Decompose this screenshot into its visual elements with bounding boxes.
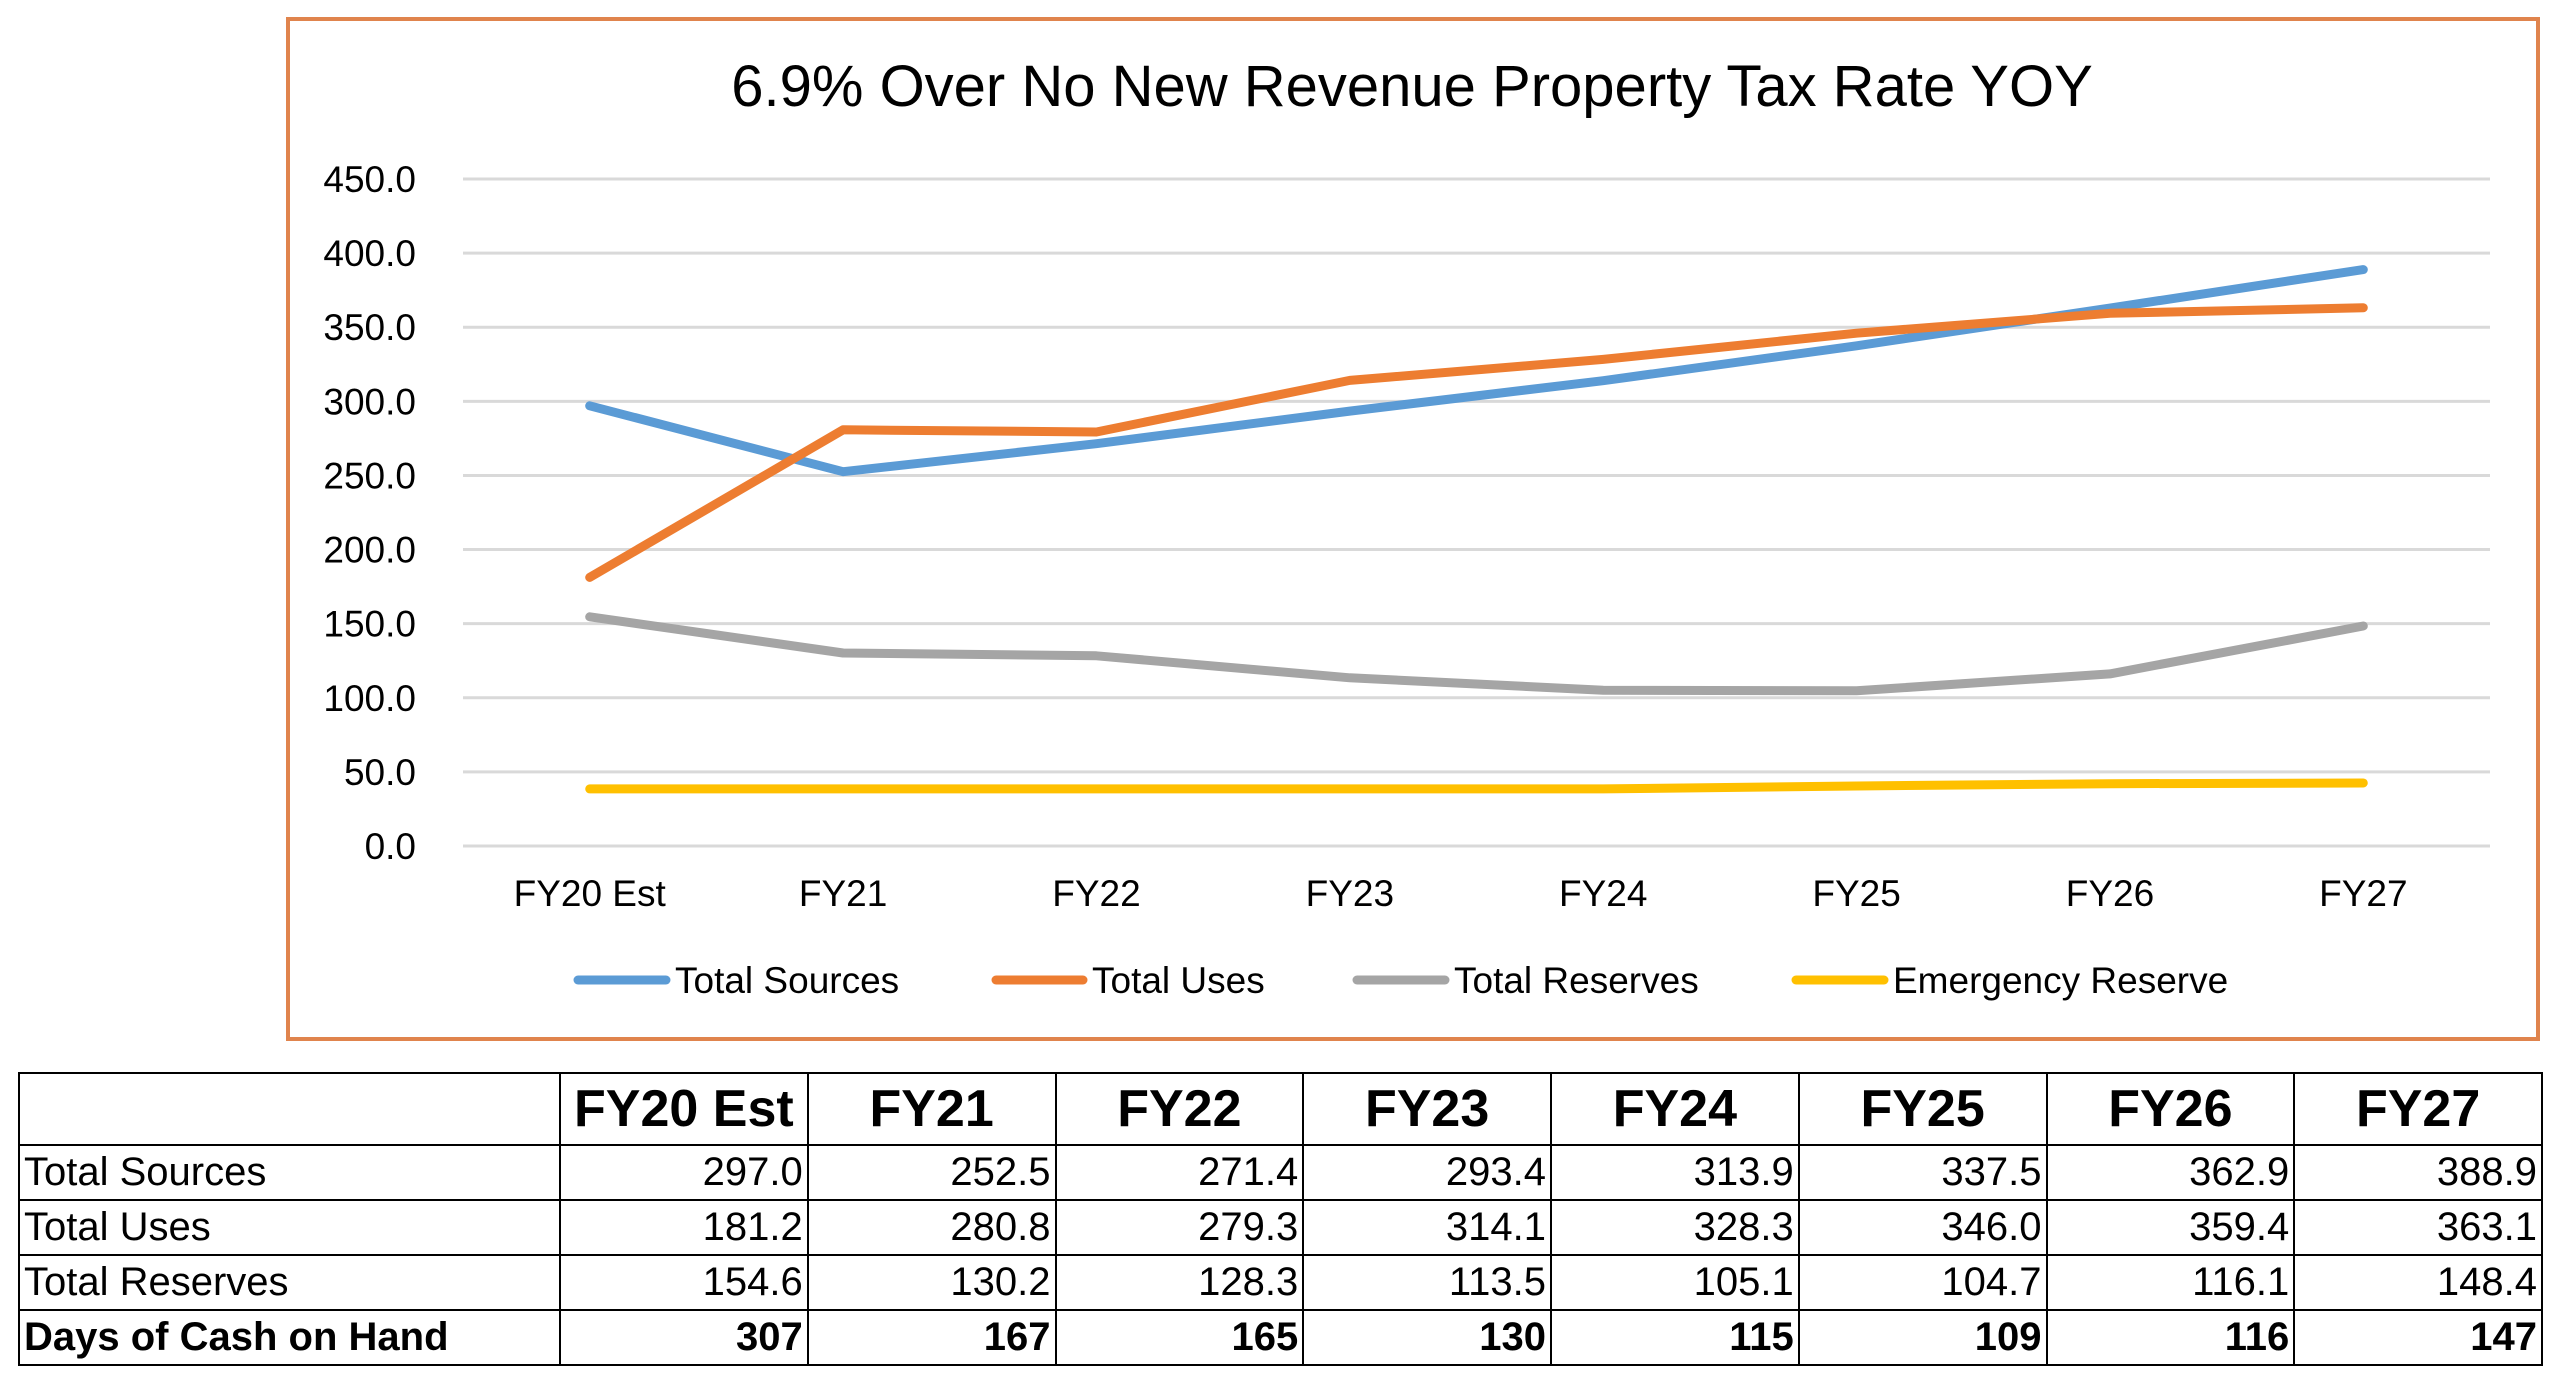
y-tick-label: 0.0 [365, 826, 416, 867]
x-axis-ticks: FY20 Est FY21 FY22 FY23 FY24 FY25 FY26 FY27 [514, 873, 2408, 914]
table-cell: 147 [2293, 1309, 2543, 1366]
table-cell: 297.0 [559, 1144, 809, 1201]
table-column-header: FY25 [1797, 1072, 2048, 1146]
table-cell: 115 [1550, 1309, 1800, 1366]
legend-label: Total Uses [1092, 960, 1265, 1001]
chart-frame [286, 17, 2540, 1041]
table-cell: 130.2 [806, 1254, 1057, 1311]
table-cell: 314.1 [1302, 1199, 1552, 1256]
table-corner-cell [18, 1072, 561, 1146]
y-tick-label: 150.0 [323, 604, 416, 645]
table-column-header: FY27 [2293, 1072, 2543, 1146]
y-axis-ticks: 0.0 50.0 100.0 150.0 200.0 250.0 300.0 350.0 400… [323, 159, 416, 867]
table-cell: 337.5 [1797, 1144, 2048, 1201]
x-tick-label: FY26 [2066, 873, 2154, 914]
table-column-header: FY26 [2045, 1072, 2296, 1146]
table-cell: 130 [1302, 1309, 1552, 1366]
y-tick-label: 450.0 [323, 159, 416, 200]
table-row: Total Reserves 154.6 130.2 128.3 113.5 105.1 1… [18, 1254, 2543, 1311]
table-cell: 279.3 [1054, 1199, 1305, 1256]
table-cell: 307 [559, 1309, 809, 1366]
table-row-label: Days of Cash on Hand [18, 1309, 561, 1366]
table-cell: 363.1 [2293, 1199, 2543, 1256]
table-cell: 328.3 [1550, 1199, 1800, 1256]
table-cell: 359.4 [2045, 1199, 2296, 1256]
table-cell: 109 [1797, 1309, 2048, 1366]
table-cell: 148.4 [2293, 1254, 2543, 1311]
table-cell: 116 [2045, 1309, 2296, 1366]
table-cell: 280.8 [806, 1199, 1057, 1256]
table-cell: 113.5 [1302, 1254, 1552, 1311]
legend-item: Total Sources [573, 960, 899, 1001]
series-line-total-reserves [585, 612, 2368, 696]
legend-label: Total Reserves [1454, 960, 1699, 1001]
table-cell: 271.4 [1054, 1144, 1305, 1201]
table-cell: 252.5 [806, 1144, 1057, 1201]
legend-item: Total Reserves [1352, 960, 1699, 1001]
data-table: FY20 Est FY21 FY22 FY23 FY24 FY25 FY26 FY27 Tot… [18, 1072, 2543, 1366]
x-tick-label: FY22 [1052, 873, 1140, 914]
line-chart: 6.9% Over No New Revenue Property Tax Ra… [323, 54, 2490, 1001]
table-row: Total Sources 297.0 252.5 271.4 293.4 313.9 33… [18, 1144, 2543, 1201]
table-cell: 388.9 [2293, 1144, 2543, 1201]
x-tick-label: FY25 [1812, 873, 1900, 914]
table-cell: 104.7 [1797, 1254, 2048, 1311]
series-line-total-uses [585, 303, 2368, 582]
table-row-label: Total Sources [18, 1144, 561, 1201]
gridlines [463, 177, 2490, 848]
table-row-label: Total Reserves [18, 1254, 561, 1311]
table-column-header: FY24 [1550, 1072, 1800, 1146]
table-header-row: FY20 Est FY21 FY22 FY23 FY24 FY25 FY26 FY27 [18, 1072, 2543, 1146]
table-cell: 167 [806, 1309, 1057, 1366]
table-column-header: FY20 Est [559, 1072, 809, 1146]
y-tick-label: 400.0 [323, 233, 416, 274]
y-tick-label: 100.0 [323, 678, 416, 719]
x-tick-label: FY24 [1559, 873, 1647, 914]
table-column-header: FY22 [1054, 1072, 1305, 1146]
table-body: Total Sources 297.0 252.5 271.4 293.4 313.9 33… [18, 1144, 2543, 1366]
x-tick-label: FY23 [1306, 873, 1394, 914]
table-cell: 165 [1054, 1309, 1305, 1366]
table-cell: 362.9 [2045, 1144, 2296, 1201]
table-cell: 181.2 [559, 1199, 809, 1256]
legend-item: Emergency Reserve [1791, 960, 2228, 1001]
y-tick-label: 250.0 [323, 455, 416, 496]
table-cell: 293.4 [1302, 1144, 1552, 1201]
legend-label: Total Sources [675, 960, 899, 1001]
table-row: Days of Cash on Hand 307 167 165 130 115 109 11… [18, 1309, 2543, 1366]
table-row: Total Uses 181.2 280.8 279.3 314.1 328.3 346.0… [18, 1199, 2543, 1256]
legend-label: Emergency Reserve [1893, 960, 2228, 1001]
y-tick-label: 200.0 [323, 530, 416, 571]
chart-title: 6.9% Over No New Revenue Property Tax Ra… [731, 54, 2093, 119]
y-tick-label: 50.0 [344, 752, 416, 793]
legend: Total Sources Total Uses Total Reserves Eme… [573, 960, 2228, 1001]
series-line-emergency-reserve [585, 778, 2368, 794]
x-tick-label: FY27 [2319, 873, 2407, 914]
legend-item: Total Uses [991, 960, 1265, 1001]
y-tick-label: 350.0 [323, 307, 416, 348]
table-cell: 346.0 [1797, 1199, 2048, 1256]
x-tick-label: FY20 Est [514, 873, 667, 914]
x-tick-label: FY21 [799, 873, 887, 914]
y-tick-label: 300.0 [323, 381, 416, 422]
series-lines [585, 265, 2368, 794]
table-cell: 154.6 [559, 1254, 809, 1311]
table-column-header: FY23 [1302, 1072, 1552, 1146]
table-cell: 105.1 [1550, 1254, 1800, 1311]
table-cell: 116.1 [2045, 1254, 2296, 1311]
table-row-label: Total Uses [18, 1199, 561, 1256]
table-cell: 128.3 [1054, 1254, 1305, 1311]
table-cell: 313.9 [1550, 1144, 1800, 1201]
table-column-header: FY21 [806, 1072, 1057, 1146]
